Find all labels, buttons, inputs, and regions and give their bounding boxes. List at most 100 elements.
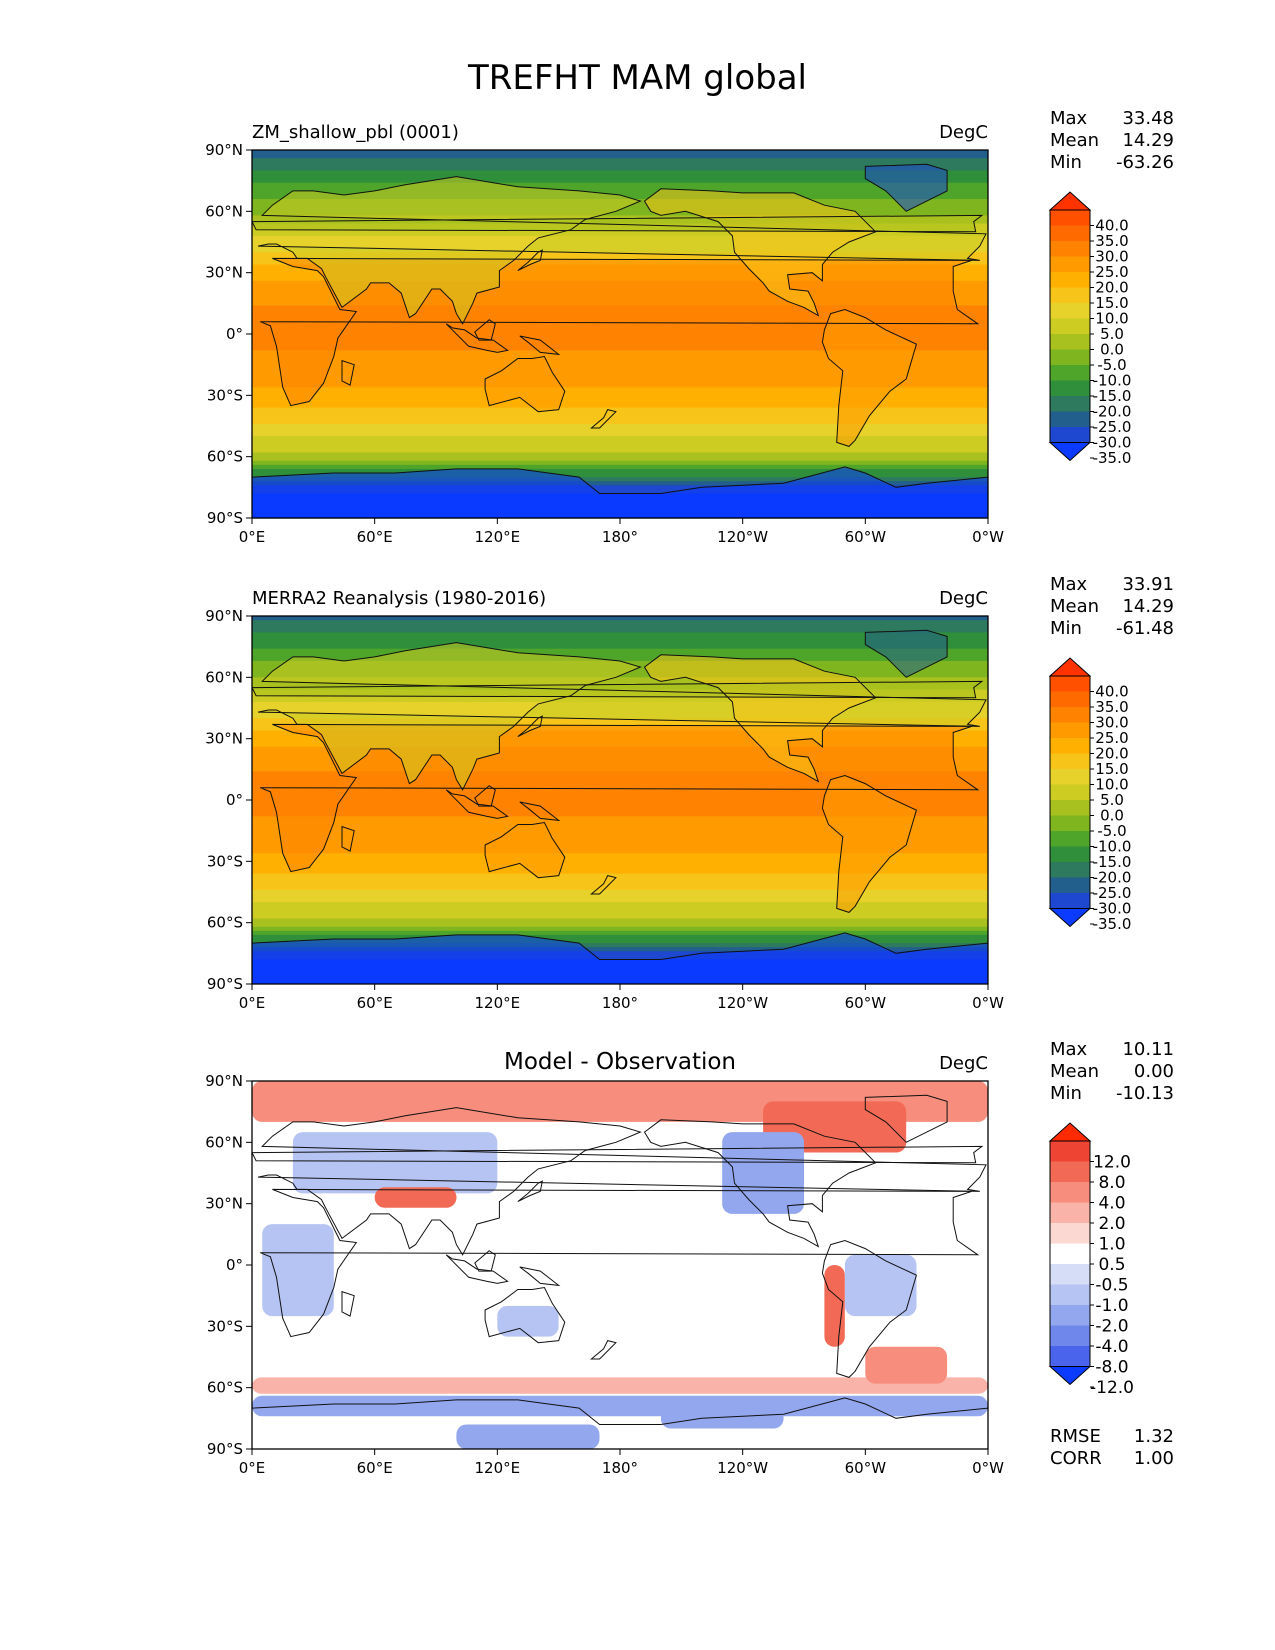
temperature-band	[252, 227, 988, 233]
temperature-band	[252, 207, 988, 212]
panel-units: DegC	[939, 122, 988, 143]
temperature-band	[252, 648, 988, 654]
temperature-band	[252, 280, 988, 286]
temperature-band	[252, 223, 988, 229]
temperature-band	[252, 485, 988, 490]
land-antarctica	[252, 932, 988, 984]
temperature-band	[252, 350, 988, 356]
temperature-band	[252, 260, 988, 266]
temperature-band	[252, 252, 988, 257]
temperature-band	[252, 444, 988, 450]
lon-tick-label: 120°E	[475, 528, 521, 546]
temperature-band	[252, 714, 988, 719]
land-eurasia	[258, 642, 987, 790]
temperature-band	[252, 767, 988, 772]
temperature-band	[252, 166, 988, 172]
colorbar-tick-label: 20.0	[1095, 279, 1128, 297]
temperature-band	[252, 505, 988, 511]
temperature-band	[252, 186, 988, 192]
colorbar-segment	[1050, 256, 1090, 273]
lat-tick-label: 30°S	[207, 852, 243, 870]
coastline-north-america	[643, 188, 877, 317]
colorbar-tick-label: 0.0	[1100, 807, 1124, 825]
temperature-band	[252, 329, 988, 335]
difference-region	[252, 1395, 988, 1417]
land-eurasia	[258, 176, 987, 324]
lon-tick-label: 120°W	[717, 528, 768, 546]
coastline-north-america	[643, 1119, 877, 1248]
difference-region	[497, 1305, 559, 1337]
colorbar-2: 40.035.030.025.020.015.010.05.00.0-5.0-1…	[1048, 657, 1132, 933]
temperature-band	[252, 779, 988, 785]
temperature-band	[252, 910, 988, 916]
coastline-africa	[260, 257, 980, 407]
temperature-band	[252, 297, 988, 302]
temperature-band	[252, 407, 988, 413]
temperature-band	[252, 313, 988, 319]
lat-tick-label: 60°N	[205, 668, 243, 686]
difference-background	[252, 1081, 988, 1449]
temperature-band	[252, 436, 988, 441]
temperature-band	[252, 620, 988, 625]
temperature-band	[252, 256, 988, 261]
coastline-south-america	[821, 1239, 918, 1378]
temperature-band	[252, 889, 988, 895]
coastline-japan	[517, 715, 543, 738]
temperature-band	[252, 415, 988, 421]
temperature-band	[252, 930, 988, 936]
temperature-band	[252, 685, 988, 691]
temperature-band	[252, 468, 988, 474]
map-field	[252, 616, 988, 984]
colorbar-tick-label: 0.0	[1100, 341, 1124, 359]
colorbar-tick-label: -15.0	[1093, 853, 1132, 871]
metric-value: 1.32	[1134, 1426, 1174, 1447]
lat-tick-label: 0°	[226, 1256, 243, 1274]
coastline-indonesia	[445, 323, 509, 353]
temperature-band	[252, 840, 988, 846]
map-panel-2: 90°N 60°N 30°N 0° 30°S 60°S 90°S0°E 60°E 120°E 18…	[205, 574, 1174, 1012]
colorbar-tick-label: 30.0	[1095, 714, 1128, 732]
lat-tick-label: 30°N	[205, 264, 243, 282]
temperature-band	[252, 423, 988, 429]
coastline-new-zealand	[590, 875, 617, 895]
temperature-band	[252, 162, 988, 167]
temperature-band	[252, 652, 988, 658]
temperature-band	[252, 235, 988, 241]
temperature-band	[252, 857, 988, 862]
colorbar-segment	[1050, 1202, 1090, 1224]
temperature-band	[252, 190, 988, 196]
stat-value: -63.26	[1116, 152, 1174, 173]
temperature-band	[252, 644, 988, 650]
difference-region	[292, 1132, 498, 1194]
stat-label: Min	[1050, 1083, 1082, 1104]
colorbar-segment	[1050, 676, 1090, 692]
colorbar-frame	[1049, 1140, 1091, 1367]
temperature-band	[252, 419, 988, 425]
colorbar-segment	[1050, 1325, 1090, 1347]
colorbar-extend-min	[1048, 908, 1092, 928]
temperature-band	[252, 828, 988, 834]
colorbar-segment	[1050, 349, 1090, 366]
lon-tick-label: 180°	[602, 994, 638, 1012]
temperature-band	[252, 244, 988, 249]
temperature-band	[252, 718, 988, 723]
colorbar-segment	[1050, 722, 1090, 739]
lat-tick-label: 90°S	[207, 509, 243, 527]
temperature-band	[252, 665, 988, 670]
lat-tick-label: 60°N	[205, 202, 243, 220]
temperature-band	[252, 636, 988, 642]
temperature-band	[252, 239, 988, 245]
difference-region	[824, 1265, 845, 1347]
colorbar-tick-label: 25.0	[1095, 263, 1128, 281]
colorbar-segment	[1050, 753, 1090, 770]
temperature-band	[252, 951, 988, 956]
stat-label: Mean	[1050, 596, 1099, 617]
temperature-band	[252, 276, 988, 282]
coastline-borneo	[474, 1250, 496, 1272]
temperature-band	[252, 959, 988, 965]
temperature-band	[252, 628, 988, 633]
lon-tick-label: 180°	[602, 528, 638, 546]
colorbar-extend-max	[1048, 1122, 1092, 1142]
land-australia	[485, 822, 565, 878]
coastline-uk	[252, 1145, 984, 1164]
